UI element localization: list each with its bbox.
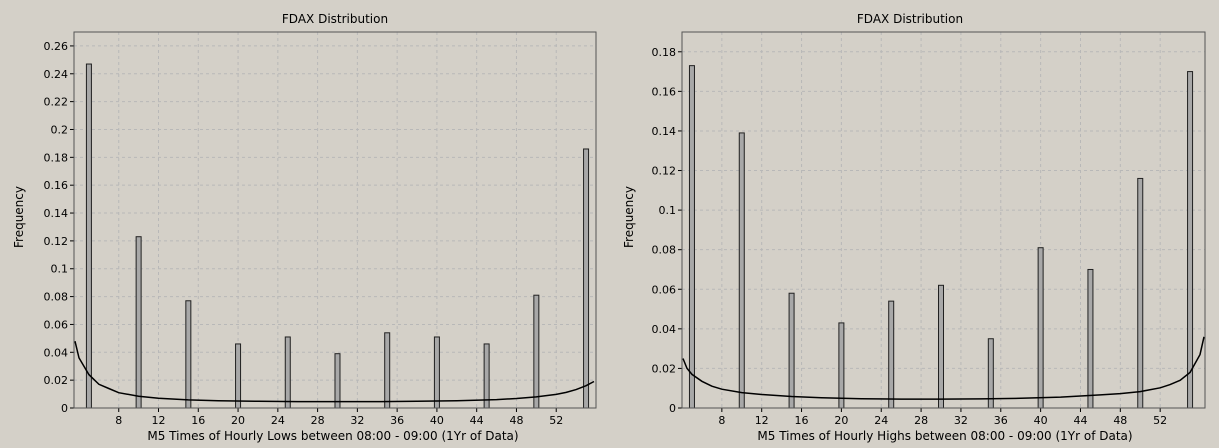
y-tick-label: 0.18 xyxy=(44,151,69,164)
bar xyxy=(235,343,242,409)
bar xyxy=(1037,247,1044,409)
x-tick-label: 32 xyxy=(350,414,364,427)
bar xyxy=(483,343,490,409)
bar xyxy=(1187,71,1194,409)
x-tick-label: 20 xyxy=(834,414,848,427)
x-tick-label: 20 xyxy=(231,414,245,427)
x-tick-label: 16 xyxy=(795,414,809,427)
bar xyxy=(583,148,590,409)
y-tick-label: 0.04 xyxy=(44,346,69,359)
y-tick-label: 0.14 xyxy=(652,125,677,138)
bar xyxy=(185,300,192,409)
y-tick-label: 0.18 xyxy=(652,46,677,59)
x-tick-label: 24 xyxy=(874,414,888,427)
x-tick-label: 48 xyxy=(509,414,523,427)
x-tick-label: 28 xyxy=(914,414,928,427)
x-tick-label: 40 xyxy=(1034,414,1048,427)
x-tick-label: 40 xyxy=(430,414,444,427)
plot-area: 0 0.02 0.04 0.06 0.08 0.1 0.12 0.14 0.16 0.18 0.2 0… xyxy=(44,31,597,427)
x-axis-label: M5 Times of Hourly Highs between 08:00 -… xyxy=(757,429,1132,443)
bar xyxy=(533,294,540,409)
y-tick-label: 0.12 xyxy=(652,165,677,178)
x-tick-label: 52 xyxy=(1153,414,1167,427)
y-tick-label: 0.06 xyxy=(652,283,677,296)
x-tick-label: 36 xyxy=(390,414,404,427)
x-tick-label: 8 xyxy=(115,414,122,427)
x-tick-label: 16 xyxy=(191,414,205,427)
y-tick-label: 0.1 xyxy=(51,263,69,276)
chart-highs: FDAX Distribution Frequency M5 Times of … xyxy=(622,12,1206,443)
bar xyxy=(334,353,341,409)
y-axis-label: Frequency xyxy=(622,186,636,248)
plot-background xyxy=(74,32,596,408)
chart-lows: FDAX Distribution Frequency M5 Times of … xyxy=(12,12,597,443)
y-tick-label: 0.16 xyxy=(652,85,677,98)
x-tick-label: 8 xyxy=(718,414,725,427)
y-tick-label: 0.2 xyxy=(51,123,69,136)
bar xyxy=(688,65,695,409)
y-tick-label: 0.04 xyxy=(652,323,677,336)
y-axis-label: Frequency xyxy=(12,186,26,248)
y-tick-label: 0 xyxy=(61,402,68,415)
bar xyxy=(788,292,795,409)
y-tick-label: 0.12 xyxy=(44,235,69,248)
bar xyxy=(1137,177,1144,409)
bar xyxy=(738,132,745,409)
x-tick-label: 24 xyxy=(271,414,285,427)
y-tick-label: 0.22 xyxy=(44,96,69,109)
y-tick-label: 0.24 xyxy=(44,68,69,81)
x-tick-label: 36 xyxy=(994,414,1008,427)
distribution-curve xyxy=(74,341,595,403)
y-tick-label: 0.02 xyxy=(652,362,677,375)
bar xyxy=(85,63,92,409)
x-tick-label: 12 xyxy=(755,414,769,427)
y-tick-label: 0.16 xyxy=(44,179,69,192)
y-tick-label: 0.08 xyxy=(652,244,677,257)
plot-border xyxy=(681,31,1206,409)
y-tick-label: 0.06 xyxy=(44,318,69,331)
chart-title: FDAX Distribution xyxy=(857,12,963,26)
bar xyxy=(1087,268,1094,409)
y-tick-label: 0 xyxy=(669,402,676,415)
x-tick-label: 12 xyxy=(152,414,166,427)
distribution-curve xyxy=(682,336,1205,400)
bar xyxy=(838,322,845,409)
plot-border xyxy=(73,31,597,409)
bar xyxy=(888,300,895,409)
chart-title: FDAX Distribution xyxy=(282,12,388,26)
x-tick-label: 48 xyxy=(1113,414,1127,427)
y-tick-label: 0.1 xyxy=(659,204,677,217)
x-tick-label: 44 xyxy=(470,414,484,427)
bar xyxy=(433,336,440,409)
bar xyxy=(938,284,945,409)
x-tick-label: 32 xyxy=(954,414,968,427)
bar xyxy=(135,236,142,409)
y-tick-label: 0.14 xyxy=(44,207,69,220)
x-axis-label: M5 Times of Hourly Lows between 08:00 - … xyxy=(147,429,518,443)
y-tick-label: 0.26 xyxy=(44,40,69,53)
bar xyxy=(284,336,291,409)
y-tick-label: 0.08 xyxy=(44,291,69,304)
x-tick-label: 28 xyxy=(311,414,325,427)
x-tick-label: 52 xyxy=(549,414,563,427)
plot-area: 0 0.02 0.04 0.06 0.08 0.1 0.12 0.14 0.16 0.18 8 12 1… xyxy=(652,31,1206,427)
x-tick-label: 44 xyxy=(1073,414,1087,427)
bar xyxy=(987,338,994,409)
bar xyxy=(384,332,391,409)
y-tick-label: 0.02 xyxy=(44,374,69,387)
